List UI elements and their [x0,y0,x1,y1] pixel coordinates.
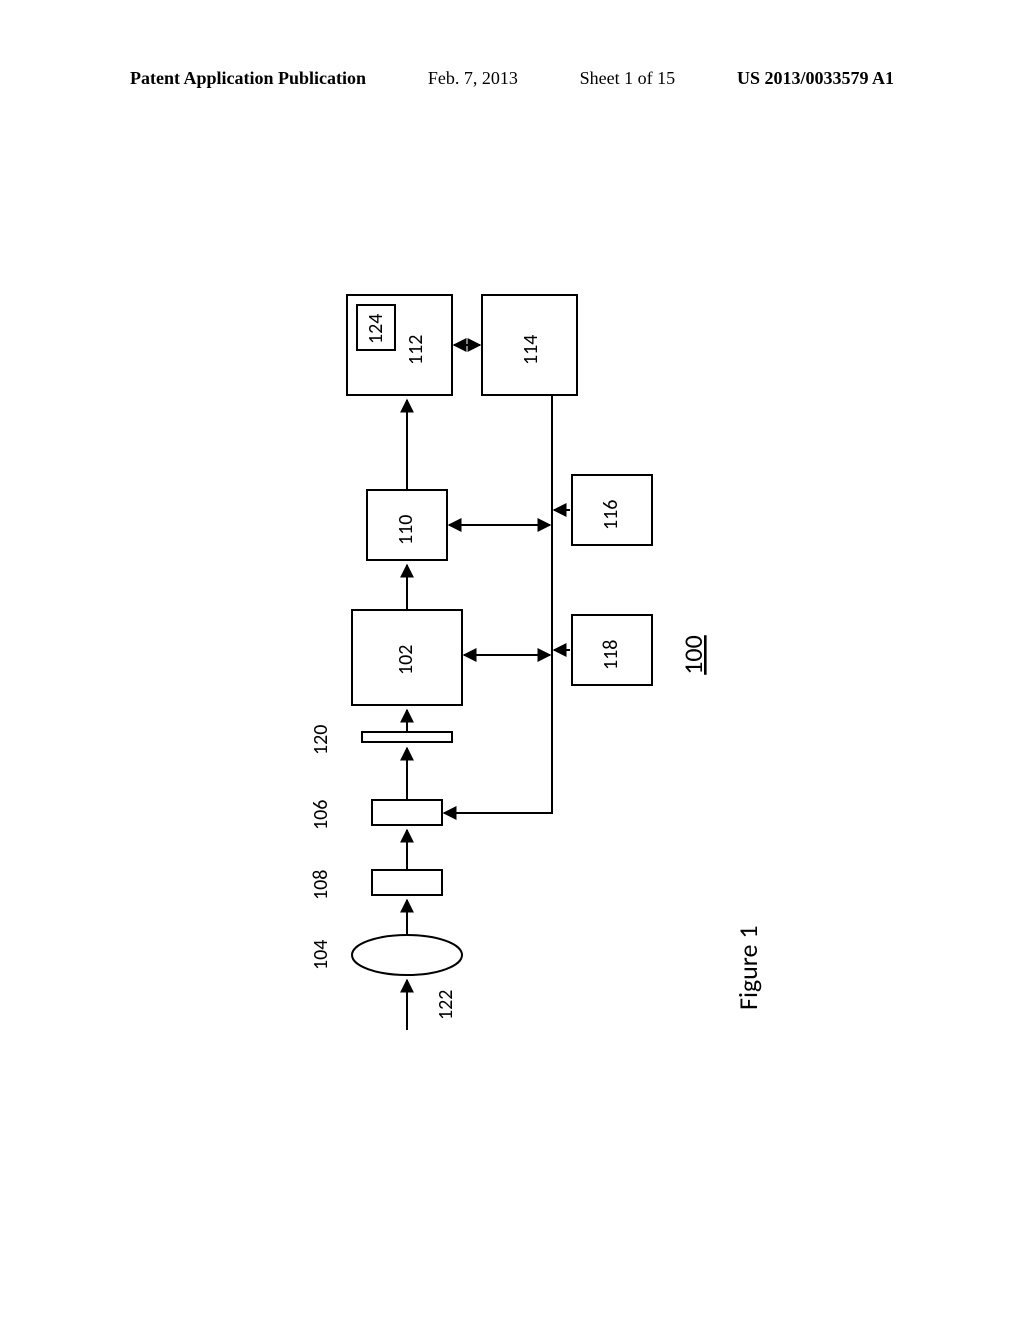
label-108: 108 [309,870,333,900]
label-110: 110 [394,515,418,545]
label-122: 122 [434,990,458,1020]
header-sheet: Sheet 1 of 15 [580,68,675,89]
label-112: 112 [404,335,428,365]
label-106: 106 [309,800,333,830]
header-pubnum: US 2013/0033579 A1 [737,68,894,89]
label-120: 120 [309,725,333,755]
header-date: Feb. 7, 2013 [428,68,518,89]
block-120 [362,732,452,742]
block-112 [347,295,452,395]
label-118: 118 [599,640,623,670]
header-publication: Patent Application Publication [130,68,366,89]
label-100: 100 [677,635,709,675]
block-108 [372,870,442,895]
figure-label: Figure 1 [732,925,764,1010]
page-header: Patent Application Publication Feb. 7, 2… [0,68,1024,89]
label-116: 116 [599,500,623,530]
label-124: 124 [364,314,388,344]
diagram-svg: 122 104 108 106 120 102 110 1 [252,270,772,1050]
block-106 [372,800,442,825]
label-102: 102 [394,645,418,675]
figure-1-diagram: 122 104 108 106 120 102 110 1 [252,270,772,1050]
label-104: 104 [309,940,333,970]
lens-104 [352,935,462,975]
label-114: 114 [519,335,543,365]
bus-114-106 [444,395,552,813]
